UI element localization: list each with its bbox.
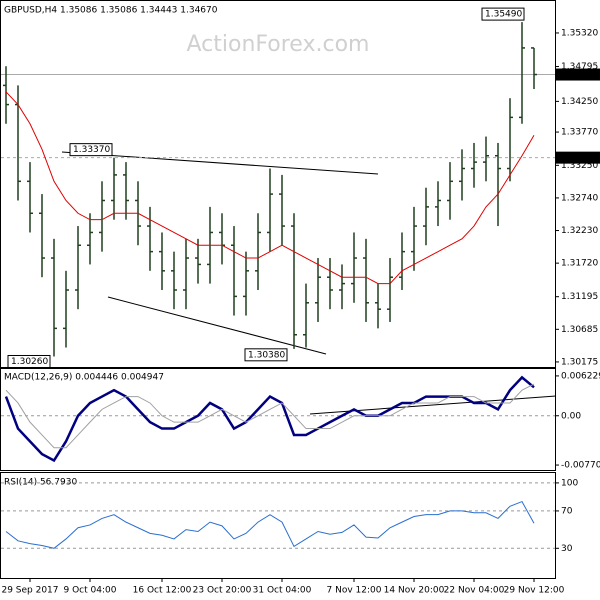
price-box (556, 151, 600, 164)
macd-line (5, 383, 535, 449)
rsi-panel (0, 472, 556, 579)
y-tick-label: 1.30685 (561, 325, 598, 335)
y-tick-label: 1.30175 (561, 357, 598, 367)
trend-line (61, 151, 379, 175)
y-tick-label: 1.34250 (561, 97, 598, 107)
y-tick-label: 0.00 (561, 411, 581, 421)
y-tick-label: 70 (561, 506, 573, 516)
annotation-box (69, 143, 113, 157)
y-tick-label: 30 (561, 544, 573, 554)
macd-title: MACD(12,26,9) 0.004446 0.004947 (4, 373, 164, 383)
x-tick-label: 14 Nov 20:00 (384, 586, 445, 596)
trend-line (107, 296, 327, 355)
y-tick-label: 1.34795 (561, 62, 598, 72)
y-tick-label: -0.007706 (561, 461, 600, 471)
annotation: 1.33370 (73, 145, 110, 155)
annotation-box (244, 348, 288, 362)
y-tick-label: 1.35320 (561, 28, 598, 38)
x-tick-label: 16 Oct 12:00 (133, 586, 192, 596)
annotation-box (481, 7, 525, 21)
y-tick-label: 100 (561, 478, 578, 488)
y-tick-label: 1.33250 (561, 161, 598, 171)
price-label: 1.34670 (559, 70, 596, 80)
y-tick-label: 0.006229 (561, 371, 600, 381)
x-tick-label: 23 Oct 20:00 (193, 586, 252, 596)
price-label: 1.33370 (559, 153, 596, 163)
annotation: 1.30260 (11, 357, 48, 367)
price-panel (0, 0, 556, 368)
price-box (556, 68, 600, 81)
annotation: 1.30380 (248, 350, 285, 360)
y-tick-label: 1.32230 (561, 226, 598, 236)
x-tick-label: 29 Nov 12:00 (504, 586, 565, 596)
annotation-box (7, 354, 51, 368)
chart-title: GBPUSD,H4 1.35086 1.35086 1.34443 1.3467… (4, 6, 218, 16)
x-tick-label: 22 Nov 04:00 (444, 586, 505, 596)
macd-line (4, 375, 535, 463)
annotation: 1.35490 (485, 10, 522, 20)
y-tick-label: 1.31195 (561, 292, 598, 302)
trend-line (309, 395, 557, 415)
rsi-line (5, 500, 535, 549)
y-tick-label: 1.32740 (561, 193, 598, 203)
x-tick-label: 31 Oct 04:00 (253, 586, 312, 596)
x-tick-label: 9 Oct 04:00 (64, 586, 117, 596)
macd-panel (0, 368, 556, 471)
x-tick-label: 29 Sep 2017 (1, 586, 58, 596)
moving-average (5, 91, 535, 285)
y-tick-label: 1.31720 (561, 259, 598, 269)
watermark: ActionForex.com (187, 32, 370, 57)
rsi-title: RSI(14) 56.7930 (4, 478, 77, 488)
y-tick-label: 1.33770 (561, 128, 598, 138)
x-tick-label: 7 Nov 12:00 (327, 586, 382, 596)
